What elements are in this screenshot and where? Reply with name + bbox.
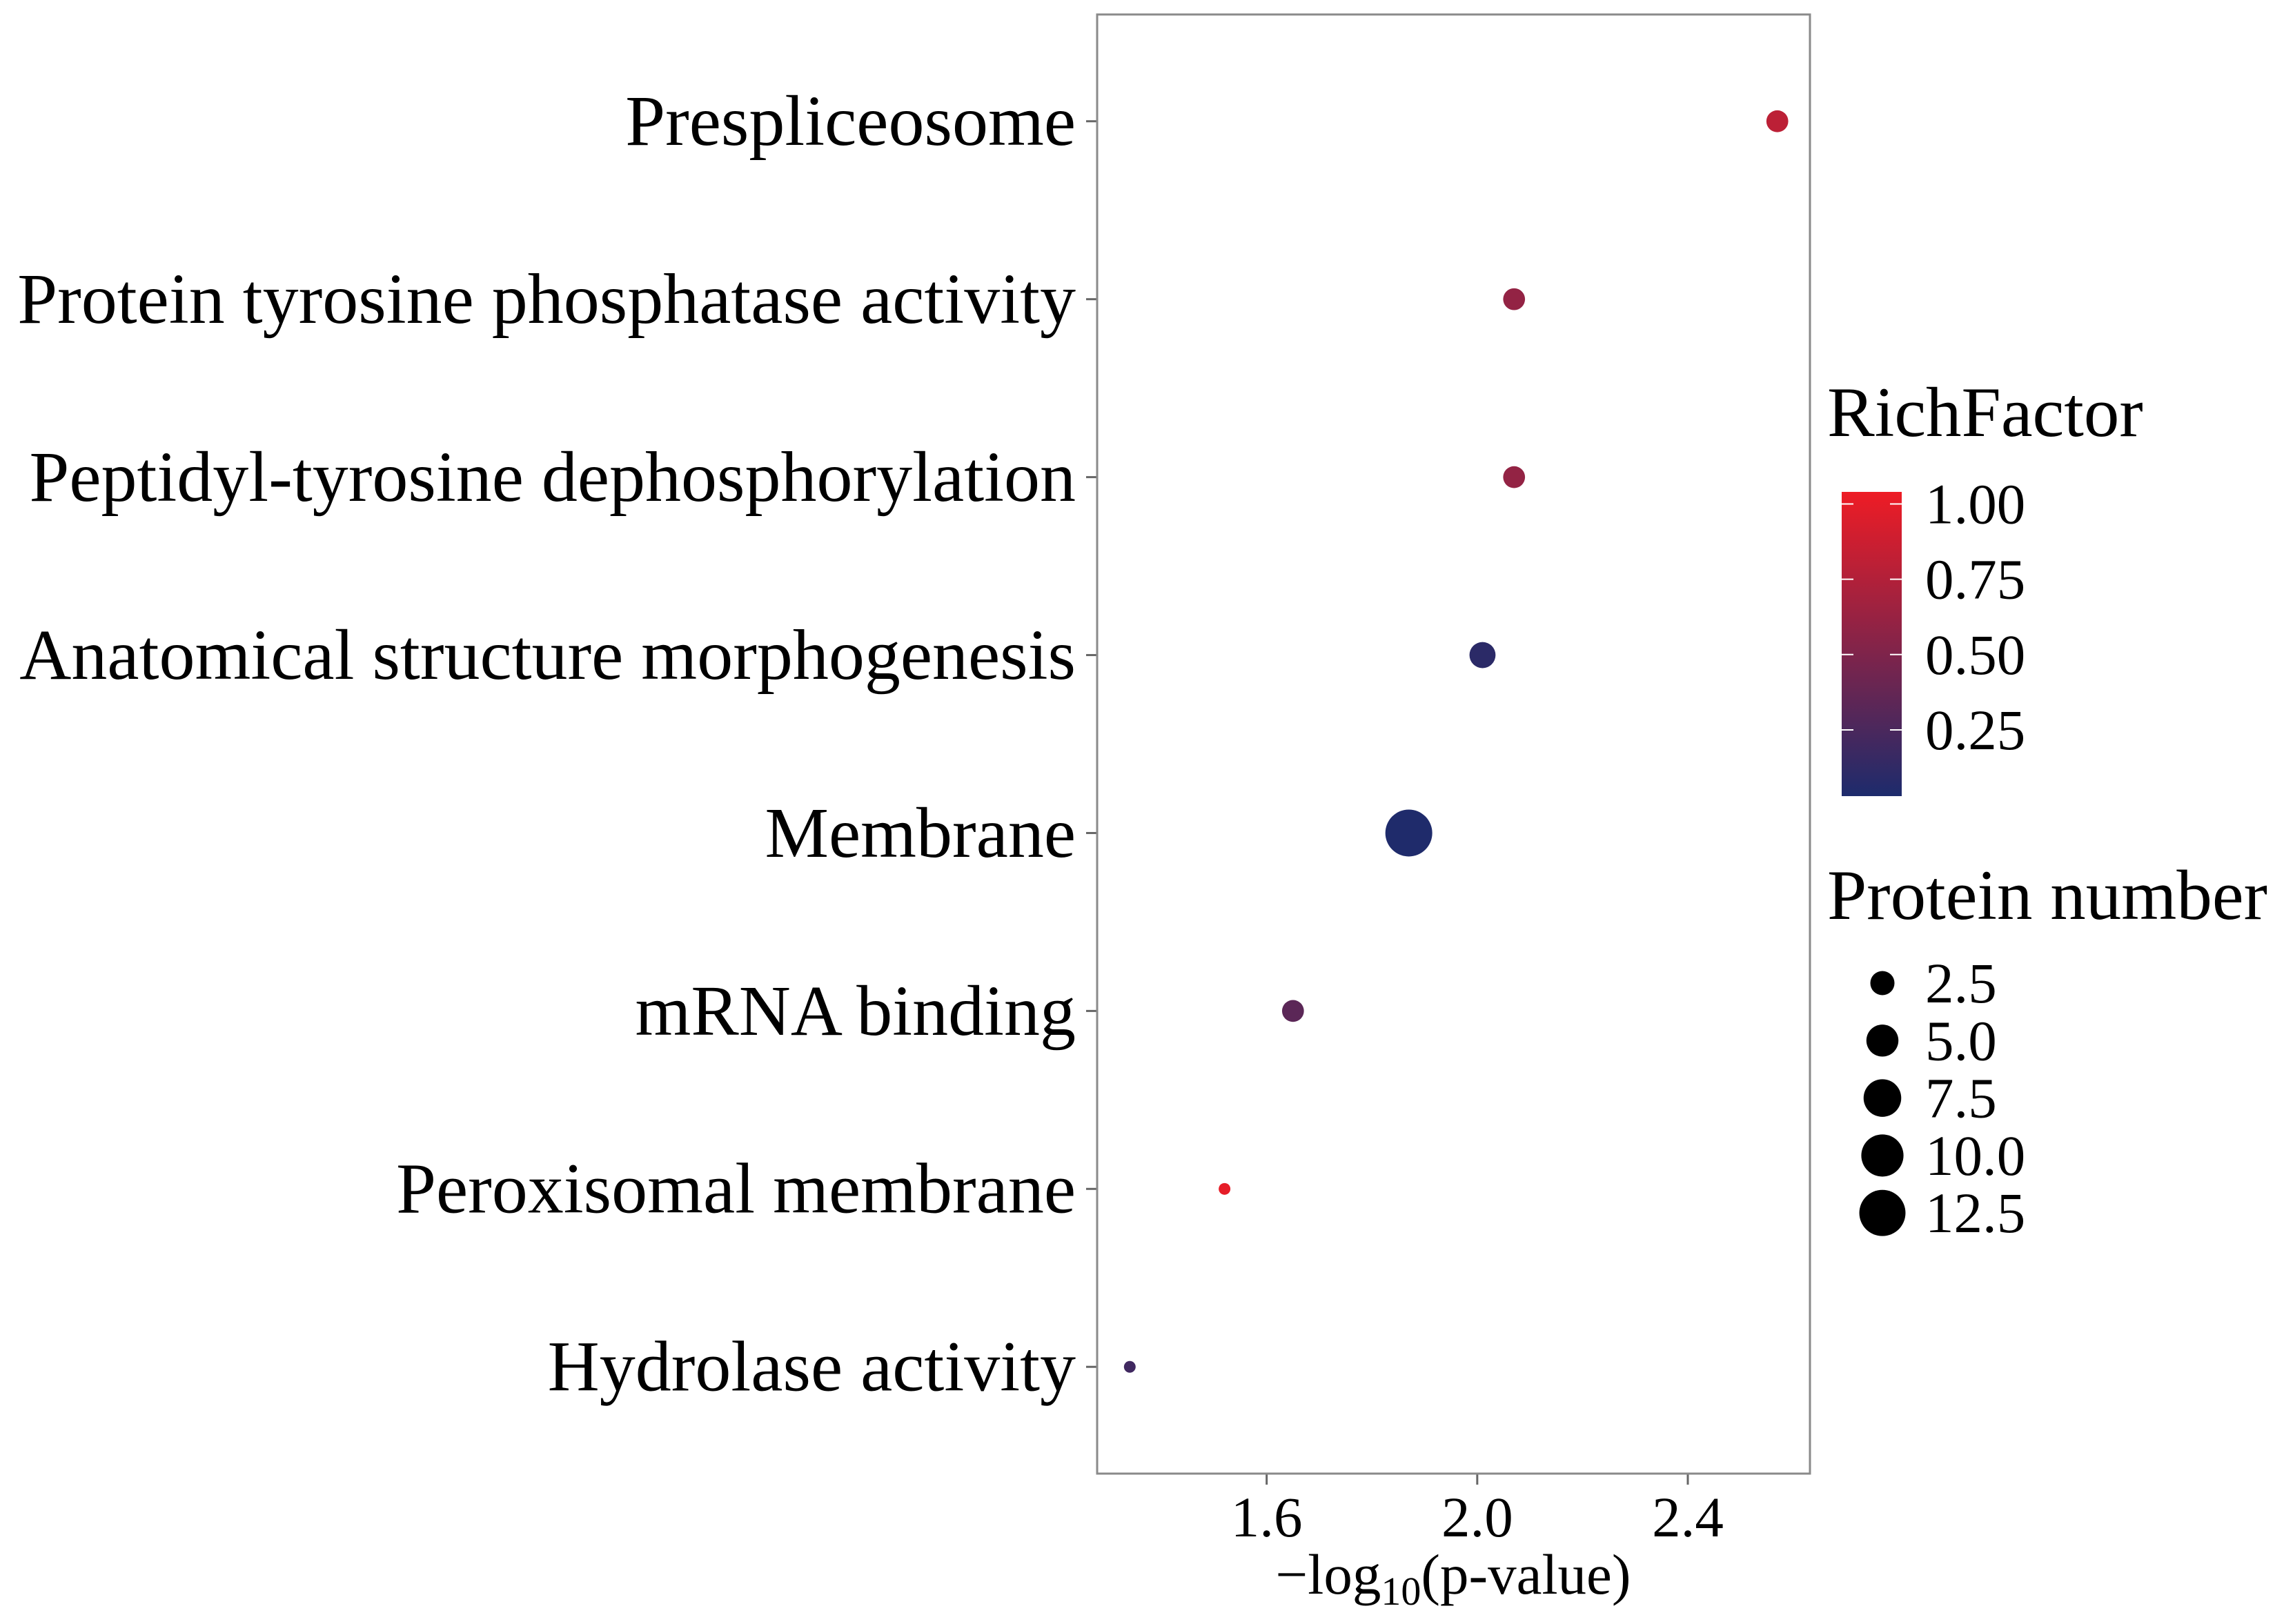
- size-legend-key: [1870, 971, 1895, 996]
- size-legend-label: 10.0: [1925, 1124, 2025, 1187]
- y-tick-label-hydrolase-activity: Hydrolase activity: [548, 1327, 1076, 1407]
- y-tick-label-membrane: Membrane: [765, 793, 1076, 873]
- colorbar-tick-label: 0.50: [1925, 623, 2025, 686]
- point-hydrolase-activity: [1123, 1360, 1136, 1373]
- y-tick-label-peptidyl-tyrosine-dephosphorylation: Peptidyl-tyrosine dephosphorylation: [30, 437, 1076, 517]
- x-axis-title-rest: (p-value): [1421, 1543, 1631, 1606]
- point-peptidyl-tyrosine-dephosphorylation: [1503, 466, 1526, 488]
- size-legend-label: 5.0: [1925, 1009, 1997, 1072]
- size-legend-label: 12.5: [1925, 1181, 2025, 1245]
- color-legend: RichFactor 1.00 0.75 0.50 0.25: [1827, 373, 2143, 796]
- colorbar: [1842, 492, 1902, 796]
- size-legend-key: [1861, 1134, 1904, 1177]
- point-anatomical-structure-morphogenesis: [1469, 642, 1496, 669]
- point-membrane: [1385, 809, 1433, 857]
- size-legend: Protein number 2.55.07.510.012.5: [1827, 856, 2267, 1245]
- point-mrna-binding: [1281, 1000, 1304, 1022]
- colorbar-tick-label: 1.00: [1925, 472, 2025, 535]
- x-axis-title-main: −log: [1275, 1543, 1381, 1606]
- size-legend-keys: 2.55.07.510.012.5: [1859, 951, 2025, 1245]
- y-tick-label-peroxisomal-membrane: Peroxisomal membrane: [396, 1149, 1076, 1229]
- size-legend-title: Protein number: [1827, 856, 2267, 935]
- size-legend-key: [1859, 1189, 1906, 1236]
- colorbar-tick-label: 0.25: [1925, 698, 2025, 762]
- point-prespliceosome: [1766, 110, 1789, 132]
- x-tick-label: 2.4: [1652, 1485, 1724, 1549]
- size-legend-key: [1866, 1024, 1899, 1057]
- color-legend-title: RichFactor: [1827, 373, 2143, 452]
- y-tick-label-mrna-binding: mRNA binding: [635, 971, 1076, 1051]
- colorbar-ticks: 1.00 0.75 0.50 0.25: [1842, 472, 2025, 762]
- y-tick-label-prespliceosome: Prespliceosome: [625, 81, 1076, 161]
- panel-border: [1096, 13, 1811, 1475]
- x-tick-label: 1.6: [1231, 1485, 1303, 1549]
- y-tick-label-anatomical-structure-morphogenesis: Anatomical structure morphogenesis: [19, 615, 1076, 695]
- y-axis: Prespliceosome Protein tyrosine phosphata…: [17, 81, 1097, 1407]
- size-legend-label: 2.5: [1925, 951, 1997, 1015]
- point-peroxisomal-membrane: [1219, 1182, 1231, 1195]
- y-tick-label-protein-tyrosine-phosphatase-activity: Protein tyrosine phosphatase activity: [17, 259, 1076, 339]
- panel-background: [1097, 14, 1810, 1474]
- point-protein-tyrosine-phosphatase-activity: [1503, 288, 1526, 310]
- data-points: [1123, 110, 1789, 1373]
- size-legend-label: 7.5: [1925, 1067, 1997, 1130]
- colorbar-tick-label: 0.75: [1925, 548, 2025, 611]
- x-tick-label: 2.0: [1441, 1485, 1513, 1549]
- x-axis: 1.6 2.0 2.4: [1231, 1474, 1724, 1549]
- size-legend-key: [1863, 1079, 1902, 1117]
- x-axis-title-subscript: 10: [1381, 1569, 1421, 1614]
- x-axis-title: −log10(p-value): [1275, 1543, 1631, 1614]
